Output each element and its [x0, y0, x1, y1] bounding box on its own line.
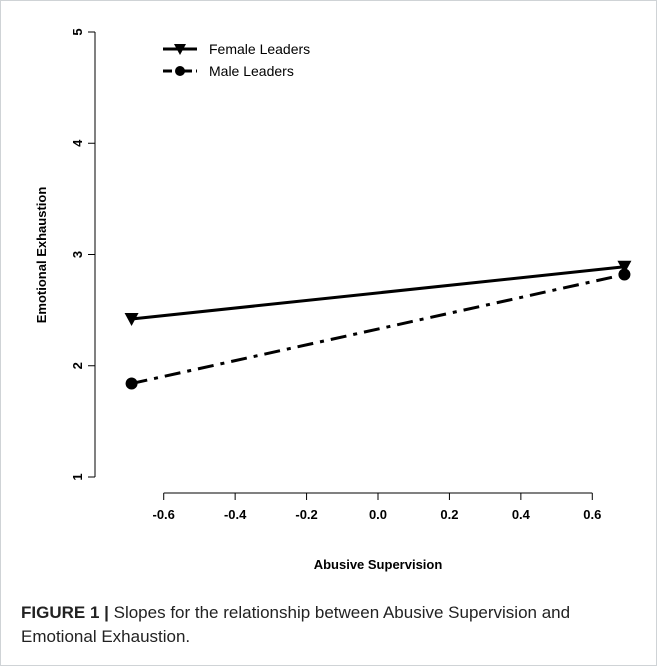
data-point: [124, 313, 139, 327]
legend-label: Male Leaders: [209, 63, 294, 79]
x-axis-label: Abusive Supervision: [314, 557, 443, 572]
data-point: [125, 377, 138, 390]
y-tick-label: 1: [70, 473, 85, 480]
series-1: [125, 268, 631, 390]
series-line: [131, 273, 625, 386]
y-tick-label: 2: [70, 362, 85, 369]
legend-marker: [174, 44, 186, 55]
x-tick-label: 0.0: [369, 507, 387, 522]
legend-marker: [175, 66, 185, 76]
x-tick-label: -0.2: [295, 507, 317, 522]
data-point: [617, 260, 632, 274]
caption-text: Slopes for the relationship between Abus…: [21, 603, 571, 646]
x-tick-label: -0.6: [153, 507, 175, 522]
x-tick-label: -0.4: [224, 507, 247, 522]
y-axis: 1 2 3 4 5: [70, 28, 96, 481]
caption-label: FIGURE 1 |: [21, 603, 109, 622]
x-axis: -0.6 -0.4 -0.2 0.0 0.2 0.4 0.6: [153, 492, 601, 522]
chart: 1 2 3 4 5 -0.6 -0.4 -0.2 0.0 0.2 0.4 0.6 Emotional…: [34, 28, 632, 572]
series-layer: [124, 260, 632, 390]
legend: Female Leaders Male Leaders: [163, 41, 310, 79]
y-tick-label: 4: [70, 139, 85, 147]
legend-label: Female Leaders: [209, 41, 310, 57]
x-tick-label: 0.2: [440, 507, 458, 522]
y-axis-label: Emotional Exhaustion: [34, 187, 49, 324]
y-tick-label: 3: [70, 251, 85, 258]
x-tick-label: 0.4: [512, 507, 531, 522]
series-line: [131, 265, 625, 321]
x-tick-label: 0.6: [583, 507, 601, 522]
data-point: [618, 268, 631, 281]
figure-caption: FIGURE 1 | Slopes for the relationship b…: [21, 601, 641, 649]
y-tick-label: 5: [70, 28, 85, 35]
series-0: [124, 260, 632, 327]
